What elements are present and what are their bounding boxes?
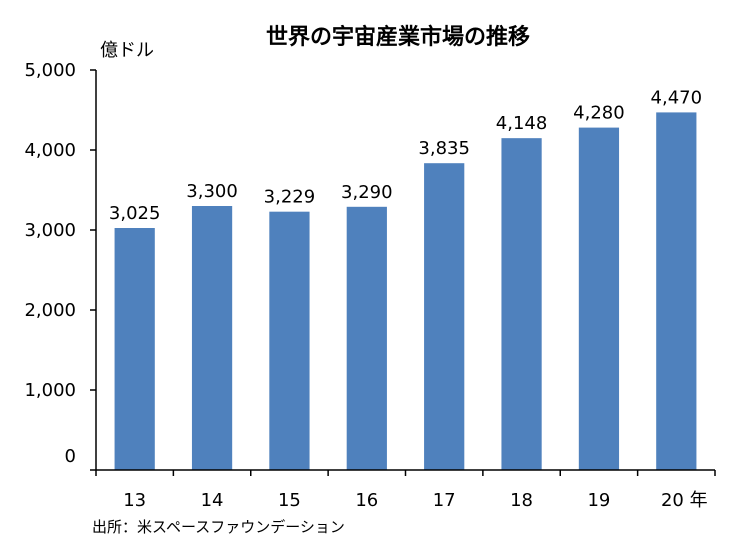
y-tick-label: 1,000 — [24, 380, 76, 401]
source-note: 出所：米スペースファウンデーション — [92, 518, 345, 536]
x-tick-label: 18 — [510, 490, 533, 511]
bar-15 — [269, 211, 310, 470]
data-label: 3,300 — [186, 181, 238, 202]
bar-20 — [656, 112, 697, 471]
y-tick-label: 3,000 — [24, 220, 76, 241]
x-tick-label: 15 — [278, 490, 301, 511]
x-tick-label: 13 — [123, 490, 146, 511]
data-label: 3,290 — [341, 182, 393, 203]
x-tick-label: 19 — [587, 490, 610, 511]
data-labels: 3,025 3,300 3,229 3,290 3,835 4,148 4,280 4,470 — [109, 87, 702, 224]
bar-17 — [424, 163, 465, 470]
data-label: 4,280 — [573, 103, 625, 124]
bar-13 — [114, 228, 155, 470]
y-tick-label: 0 — [65, 446, 76, 467]
bar-19 — [578, 127, 620, 470]
y-axis-ticks: 0 1,000 2,000 3,000 4,000 5,000 — [24, 60, 96, 471]
bar-14 — [191, 206, 233, 470]
bar-16 — [346, 206, 387, 471]
data-label: 3,025 — [109, 203, 161, 224]
y-tick-label: 4,000 — [24, 140, 76, 161]
data-label: 4,148 — [496, 113, 548, 134]
x-tick-label: 20 年 — [661, 490, 708, 511]
bars — [114, 112, 697, 471]
data-label: 4,470 — [651, 87, 703, 108]
data-label: 3,835 — [418, 138, 470, 159]
x-tick-label: 14 — [201, 490, 224, 511]
chart-title: 世界の宇宙産業市場の推移 — [266, 24, 530, 50]
y-tick-label: 2,000 — [24, 300, 76, 321]
x-axis-ticks: 13 14 15 16 17 18 19 20 年 — [95, 470, 716, 511]
bar-18 — [501, 138, 542, 470]
y-tick-label: 5,000 — [24, 60, 76, 81]
x-tick-label: 16 — [355, 490, 378, 511]
x-tick-label: 17 — [433, 490, 456, 511]
y-axis-unit-label: 億ドル — [100, 40, 154, 61]
data-label: 3,229 — [264, 187, 316, 208]
